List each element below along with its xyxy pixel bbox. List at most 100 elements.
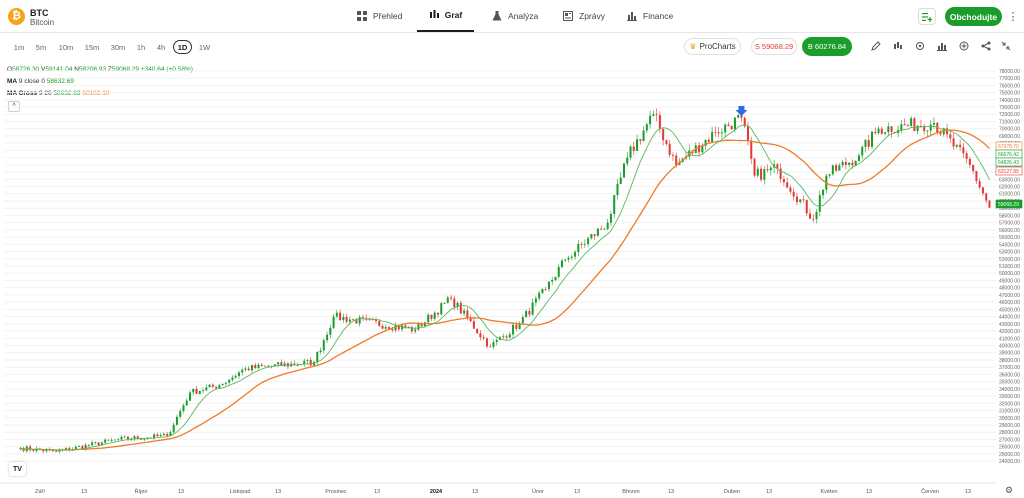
add-circle-icon[interactable] — [958, 40, 970, 52]
y-tick-label: 39000.00 — [999, 351, 1020, 357]
timeframe-15m[interactable]: 15m — [84, 42, 100, 52]
tab-news[interactable]: Zprávy — [563, 0, 605, 32]
candle-body — [140, 438, 143, 440]
timeframe-1d[interactable]: 1D — [173, 40, 192, 54]
candle-body — [224, 382, 227, 384]
y-tick-label: 71000.00 — [999, 119, 1020, 125]
y-tick-label: 76000.00 — [999, 83, 1020, 89]
y-tick-label: 50000.00 — [999, 271, 1020, 277]
timeframe-10m[interactable]: 10m — [58, 42, 74, 52]
collapse-fullscreen-icon[interactable] — [1000, 40, 1012, 52]
candle-body — [443, 302, 446, 304]
change-value: +340.64 (+0.58%) — [140, 66, 193, 73]
price-tag-label: 63127.85 — [998, 169, 1019, 175]
candle-body — [130, 439, 133, 441]
y-tick-label: 69000.00 — [999, 134, 1020, 140]
tab-overview[interactable]: Přehled — [357, 0, 402, 32]
candle-body — [335, 312, 338, 317]
compare-icon[interactable] — [936, 40, 948, 52]
indicators-icon[interactable] — [914, 40, 926, 52]
price-tag-label: 67978.70 — [998, 144, 1019, 150]
candle-body — [932, 122, 936, 125]
list-add-icon — [922, 12, 932, 22]
ma-cross-fast-value: 58632.69 — [53, 90, 81, 97]
candle-body — [828, 174, 831, 176]
candle-body — [518, 323, 521, 329]
candle-body — [250, 364, 254, 371]
buy-button[interactable]: B 60276.84 — [802, 37, 852, 56]
gear-icon[interactable]: ⚙ — [1005, 485, 1014, 495]
y-tick-label: 31000.00 — [999, 409, 1020, 415]
trade-button[interactable]: Obchodujte — [945, 7, 1002, 26]
more-options-icon[interactable]: ⋮ — [1007, 10, 1019, 23]
y-tick-label: 32000.00 — [999, 401, 1020, 407]
candle-body — [91, 442, 94, 446]
candle-body — [844, 161, 847, 165]
timeframe-4h[interactable]: 4h — [156, 42, 166, 52]
collapse-legend-button[interactable]: ^ — [8, 101, 20, 112]
add-to-watchlist-button[interactable] — [918, 8, 936, 25]
x-tick-label: 2024 — [430, 489, 443, 495]
timeframe-1m[interactable]: 1m — [13, 42, 25, 52]
candle-body — [476, 328, 479, 334]
ma-cross-legend[interactable]: MA Cross 9 26 58632.69 60102.10 — [7, 90, 109, 97]
candle-body — [381, 325, 384, 329]
y-tick-label: 29000.00 — [999, 423, 1020, 429]
timeframe-30m[interactable]: 30m — [110, 42, 126, 52]
candle-body — [136, 436, 139, 439]
timeframe-5m[interactable]: 5m — [35, 42, 47, 52]
candle-body — [580, 243, 583, 245]
candle-body — [583, 244, 586, 245]
tradingview-logo-icon[interactable]: TV — [9, 462, 26, 476]
sell-button[interactable]: S 59068.29 — [751, 38, 797, 55]
candle-body — [234, 376, 237, 378]
y-tick-label: 30000.00 — [999, 416, 1020, 422]
y-tick-label: 57000.00 — [999, 221, 1020, 227]
crown-icon: ♛ — [689, 42, 697, 51]
tab-analysis[interactable]: Analýza — [492, 0, 538, 32]
tab-chart[interactable]: Graf — [417, 0, 474, 32]
candle-body — [962, 147, 965, 154]
candle-body — [218, 385, 221, 389]
candle-body — [172, 424, 175, 433]
candle-body — [727, 124, 730, 127]
flask-icon — [492, 11, 502, 21]
candle-body — [639, 139, 642, 142]
ma-legend[interactable]: MA 9 close 0 58632.69 — [7, 78, 74, 85]
candle-body — [394, 325, 397, 331]
ma-26-line — [20, 129, 990, 451]
candle-body — [714, 131, 717, 133]
candle-body — [822, 189, 825, 196]
tab-label: Finance — [643, 11, 674, 21]
arrow-down-marker-icon — [735, 106, 748, 116]
y-tick-label: 78000.00 — [999, 69, 1020, 75]
candle-body — [675, 155, 678, 165]
draw-pencil-icon[interactable] — [870, 40, 882, 52]
candle-body — [273, 364, 276, 367]
candle-body — [322, 340, 325, 351]
candle-body — [84, 444, 87, 449]
y-tick-label: 58000.00 — [999, 213, 1020, 219]
candle-body — [867, 140, 870, 147]
tab-finance[interactable]: Finance — [627, 0, 673, 32]
top-bar: ₿ BTC Bitcoin Přehled Graf Analýza Zpráv… — [0, 0, 1024, 33]
candle-body — [78, 446, 81, 447]
procharts-button[interactable]: ♛ ProCharts — [684, 38, 741, 55]
timeframe-1w[interactable]: 1W — [198, 42, 211, 52]
candle-body — [946, 128, 949, 135]
candle-body — [215, 386, 218, 389]
ma-cross-slow-value: 60102.10 — [82, 90, 110, 97]
candle-body — [665, 140, 668, 144]
candle-body — [342, 316, 345, 321]
candle-body — [916, 125, 919, 132]
y-tick-label: 77000.00 — [999, 76, 1020, 82]
share-icon[interactable] — [980, 40, 992, 52]
chart-type-icon[interactable] — [892, 40, 904, 52]
timeframe-1h[interactable]: 1h — [136, 42, 146, 52]
candle-body — [776, 164, 779, 169]
low-value: 58206.93 — [78, 66, 107, 73]
candle-body — [365, 317, 368, 319]
candle-body — [247, 368, 250, 371]
candle-body — [469, 318, 472, 322]
